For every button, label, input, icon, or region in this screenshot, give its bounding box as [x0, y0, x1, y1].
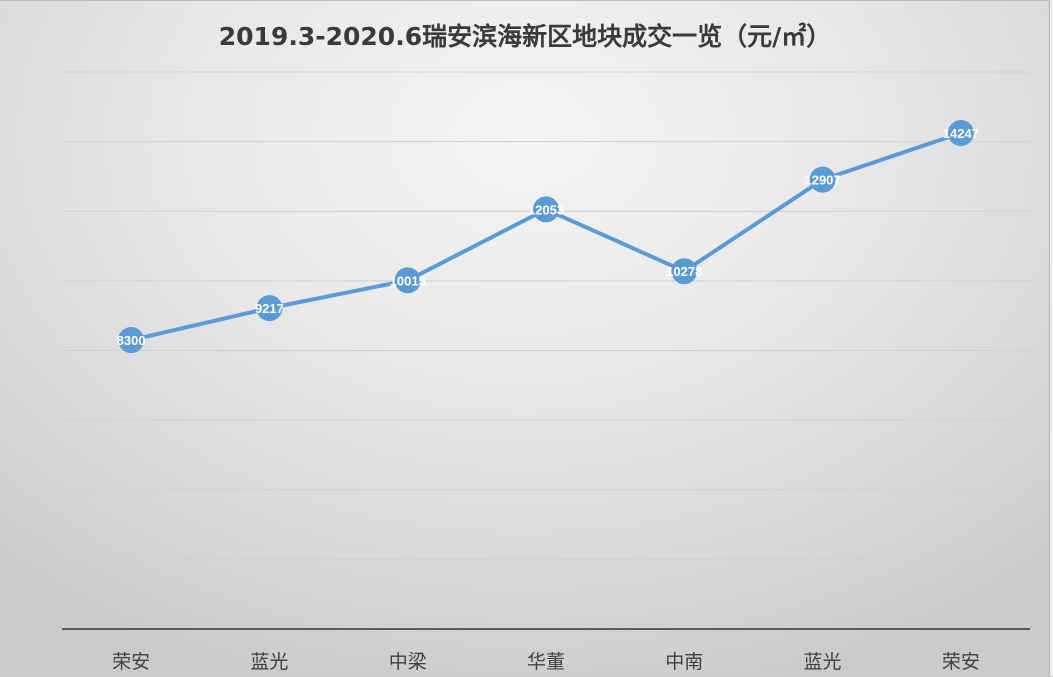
x-axis-label: 荣安 [112, 651, 151, 673]
marker-circle [256, 295, 283, 322]
marker-circle [533, 196, 559, 223]
window-edge [1050, 0, 1053, 676]
marker-circle [809, 166, 836, 193]
x-axis-label: 蓝光 [803, 651, 842, 673]
x-axis-label: 华董 [526, 651, 565, 673]
data-point: 12053 [528, 196, 564, 223]
data-point: 9217 [255, 295, 284, 322]
data-label: 10278 [666, 264, 702, 279]
x-axis-label: 蓝光 [250, 651, 289, 673]
data-point: 10015 [390, 267, 426, 294]
data-label: 10015 [390, 273, 426, 288]
chart-title: 2019.3-2020.6瑞安滨海新区地块成交一览（元/㎡） [218, 22, 832, 51]
data-point: 14247 [943, 120, 979, 147]
data-point: 8300 [117, 327, 146, 354]
data-point: 10278 [666, 258, 702, 285]
marker-circle [118, 327, 145, 354]
marker-circle [947, 120, 974, 147]
data-markers: 8300 9217 10015 12053 10278 12907 14247 [117, 120, 979, 354]
x-axis-label: 中梁 [388, 651, 427, 673]
marker-circle [394, 267, 421, 294]
data-label: 8300 [117, 333, 146, 348]
data-point: 12907 [804, 166, 841, 193]
marker-circle [671, 258, 698, 285]
data-label: 12907 [804, 173, 840, 188]
data-label: 12053 [528, 202, 564, 217]
gridlines [62, 71, 1030, 560]
data-label: 9217 [255, 301, 284, 316]
data-label: 14247 [943, 126, 979, 141]
x-axis-label: 荣安 [941, 651, 980, 673]
x-axis-label: 中南 [665, 651, 704, 673]
